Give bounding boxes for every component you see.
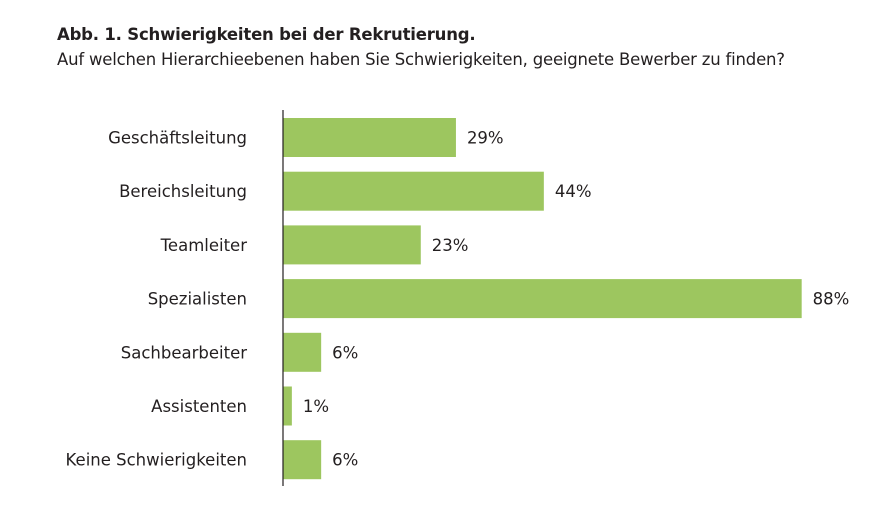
bar	[283, 332, 322, 372]
bar	[283, 118, 456, 157]
chart-title: Abb. 1. Schwierigkeiten bei der Rekrutie…	[57, 25, 476, 44]
value-label: 6%	[332, 451, 358, 470]
value-label: 6%	[332, 343, 358, 362]
category-label: Teamleiter	[160, 236, 248, 255]
bar	[283, 171, 544, 211]
value-label: 1%	[303, 397, 329, 416]
value-label: 88%	[813, 290, 850, 309]
category-label: Keine Schwierigkeiten	[66, 451, 247, 470]
bar	[283, 279, 802, 319]
bar	[283, 440, 322, 480]
chart-subtitle: Auf welchen Hierarchieebenen haben Sie S…	[57, 50, 785, 69]
bar	[283, 225, 421, 265]
category-label: Spezialisten	[148, 290, 247, 309]
value-label: 44%	[555, 182, 592, 201]
category-label: Geschäftsleitung	[108, 129, 247, 148]
value-label: 23%	[432, 236, 469, 255]
category-label: Bereichsleitung	[119, 182, 247, 201]
category-label: Assistenten	[151, 397, 247, 416]
bar	[283, 386, 292, 426]
value-label: 29%	[467, 129, 504, 148]
category-label: Sachbearbeiter	[121, 343, 247, 362]
